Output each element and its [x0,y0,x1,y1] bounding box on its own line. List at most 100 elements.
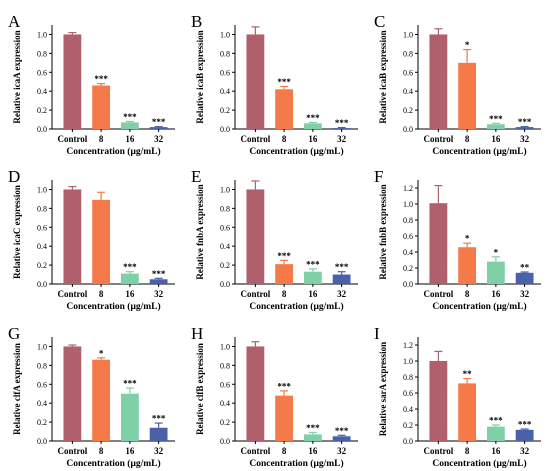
bar [458,383,477,441]
panel-letter: G [8,324,20,343]
bar [149,127,168,129]
y-axis-label: Relative icaB expression [195,30,205,123]
significance-label: *** [306,423,320,433]
y-tick-label: 0.4 [220,399,230,408]
x-tick-label: Control [423,446,453,456]
x-tick-label: 16 [125,446,135,456]
panel-b: B 0.0 0.2 0.4 0.6 0.8 1.0 Relative icaB express… [191,12,358,157]
y-axis-label: Relative icaA expression [12,30,22,123]
x-tick-label: 16 [491,446,501,456]
x-tick-label: 8 [282,446,287,456]
panel-letter: F [374,167,383,186]
significance-label: ** [463,369,473,379]
y-tick-label: 0.2 [37,418,47,427]
significance-label: *** [277,77,291,87]
x-tick-label: Control [423,289,453,299]
panel-letter: I [374,324,380,343]
x-tick-label: 16 [491,289,501,299]
x-tick-label: Control [423,134,453,144]
y-tick-label: 1.0 [220,185,230,194]
bar [92,359,111,441]
y-tick-label: 0.6 [220,380,230,389]
y-tick-label: 0.0 [403,437,413,446]
y-tick-label: 1.0 [403,357,413,366]
x-tick-label: Control [240,446,270,456]
y-tick-label: 0.6 [403,68,413,77]
x-tick-label: Control [57,289,87,299]
y-tick-label: 0.2 [220,106,230,115]
bar [63,34,82,129]
x-tick-label: 8 [99,446,104,456]
y-tick-label: 0.4 [220,87,230,96]
y-tick-label: 0.2 [220,261,230,270]
y-tick-label: 0.2 [37,261,47,270]
y-tick-label: 0.0 [220,437,230,446]
y-tick-label: 0.8 [220,49,230,58]
x-tick-label: 8 [465,289,470,299]
x-tick-label: 32 [520,446,530,456]
y-tick-label: 0.8 [403,216,413,225]
y-tick-label: 1.2 [403,341,413,350]
significance-label: * [494,247,499,257]
bar [429,203,448,284]
x-tick-label: 8 [282,289,287,299]
panel-letter: A [8,12,21,31]
significance-label: *** [123,112,137,122]
bar [515,127,534,129]
bar [63,346,82,441]
y-axis-label: Relative clfB expression [195,343,205,435]
bar [458,62,477,130]
x-tick-label: 16 [308,134,318,144]
x-tick-label: Control [57,446,87,456]
y-tick-label: 0.0 [403,125,413,134]
bar [92,85,111,129]
y-tick-label: 0.2 [403,106,413,115]
significance-label: *** [152,414,166,424]
x-axis-label: Concentration (μg/mL) [432,146,526,157]
panel-letter: C [374,12,385,31]
y-tick-label: 1.2 [403,184,413,193]
panel-letter: E [191,167,201,186]
significance-label: *** [518,117,532,127]
bar [303,123,322,129]
y-tick-label: 0.8 [403,373,413,382]
y-axis-label: Relative sarA expression [378,342,388,436]
panel-i: I 0.0 0.2 0.4 0.6 0.8 1.0 1.2 Relative sarA expr… [374,324,541,469]
x-axis-label: Concentration (μg/mL) [249,146,343,157]
x-tick-label: 32 [337,289,347,299]
y-tick-label: 1.0 [37,342,47,351]
y-tick-label: 0.0 [37,437,47,446]
x-tick-label: 32 [520,289,530,299]
y-tick-label: 0.8 [37,204,47,213]
panel-a: A 0.0 0.2 0.4 0.6 0.8 1.0 Relative icaA express… [8,12,175,157]
panel-d: D 0.0 0.2 0.4 0.6 0.8 1.0 Relative icaC express… [8,167,175,312]
panel-letter: D [8,167,20,186]
x-tick-label: 32 [154,134,164,144]
y-tick-label: 0.0 [37,125,47,134]
significance-label: *** [489,114,503,124]
y-tick-label: 0.4 [220,242,230,251]
x-tick-label: 32 [520,134,530,144]
y-axis-label: Relative fnbB expression [378,184,388,279]
y-axis-label: Relative fnbA expression [195,184,205,279]
x-axis-label: Concentration (μg/mL) [249,458,343,469]
y-tick-label: 1.0 [403,30,413,39]
bar [515,272,534,284]
x-tick-label: 32 [337,446,347,456]
y-tick-label: 0.2 [403,264,413,273]
panel-letter: B [191,12,202,31]
y-tick-label: 0.6 [37,68,47,77]
significance-label: * [465,234,470,244]
significance-label: *** [94,74,108,84]
bar [63,189,82,284]
significance-label: *** [277,381,291,391]
panel-f: F 0.0 0.2 0.4 0.6 0.8 1.0 1.2 Relative fnbB expr… [374,167,541,312]
panel-h: H 0.0 0.2 0.4 0.6 0.8 1.0 Relative clfB express… [191,324,358,469]
y-tick-label: 0.6 [403,389,413,398]
x-tick-label: 8 [99,289,104,299]
x-tick-label: 16 [125,134,135,144]
bar [515,429,534,441]
y-tick-label: 1.0 [220,30,230,39]
y-tick-label: 1.0 [37,185,47,194]
y-axis-label: Relative icaB expression [378,30,388,123]
